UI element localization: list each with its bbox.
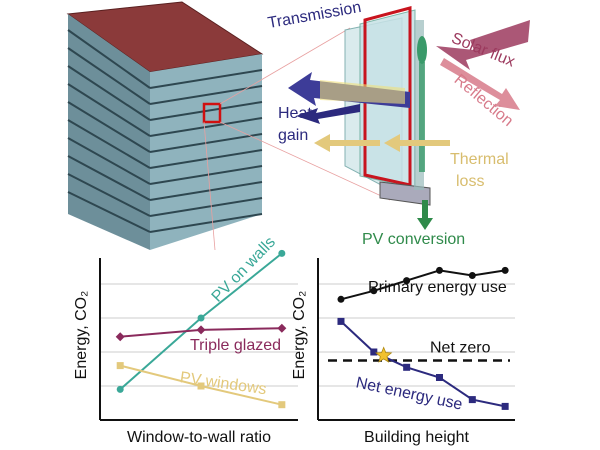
series-line (340, 269, 506, 301)
diagram-label: loss (456, 173, 484, 190)
point (116, 385, 124, 393)
y-axis-label: Energy, CO₂ (291, 291, 308, 380)
point (468, 396, 476, 404)
series-label: Net energy use (354, 374, 464, 413)
point (435, 266, 443, 274)
point (403, 277, 411, 285)
point (337, 317, 345, 325)
reference-label: Net zero (430, 340, 491, 357)
series-label: Primary energy use (368, 279, 507, 296)
highlight-star (375, 346, 393, 363)
y-axis-label: Energy, CO₂ (73, 291, 90, 380)
diagram-label: gain (278, 127, 308, 144)
diagram-label: Thermal (450, 151, 509, 168)
window-diagram (288, 6, 530, 230)
point (501, 402, 509, 410)
point (370, 348, 378, 356)
point (115, 332, 125, 342)
x-axis-label: Window-to-wall ratio (127, 429, 271, 446)
series-label: Triple glazed (190, 337, 281, 354)
diagram-label: Transmission (266, 0, 362, 32)
point (197, 382, 205, 390)
series-label: PV on walls (209, 234, 279, 306)
point (277, 323, 287, 333)
point (278, 401, 286, 409)
point (435, 374, 443, 381)
point (196, 325, 206, 335)
point (403, 363, 411, 371)
point (501, 266, 509, 274)
series-label: PV windows (179, 369, 268, 398)
diagram-label: PV conversion (362, 231, 465, 248)
point (278, 249, 286, 257)
series-line (340, 320, 506, 408)
point (337, 295, 345, 303)
point (197, 314, 205, 322)
point (116, 362, 124, 370)
x-axis-label: Building height (364, 429, 470, 446)
point (468, 272, 476, 279)
building (66, 1, 391, 251)
point (370, 287, 378, 295)
diagram-label: Heat (278, 105, 312, 122)
